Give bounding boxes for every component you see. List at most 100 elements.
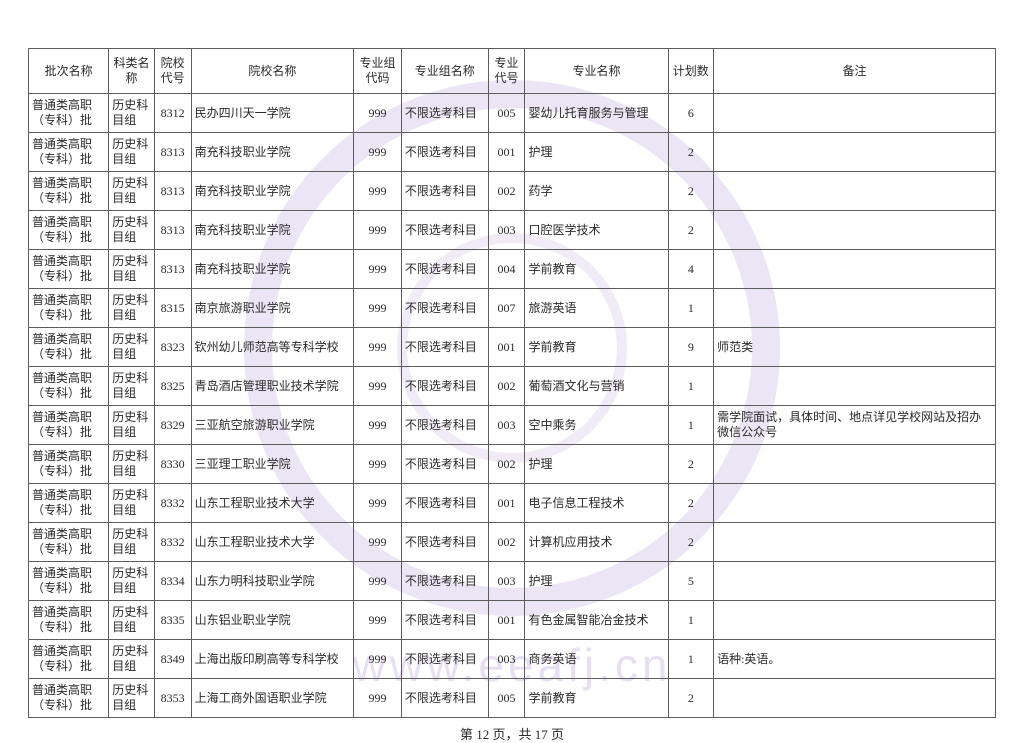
cell-batch: 普通类高职（专科）批 <box>29 640 109 679</box>
cell-batch: 普通类高职（专科）批 <box>29 250 109 289</box>
hdr-plan: 计划数 <box>668 49 714 94</box>
cell-batch: 普通类高职（专科）批 <box>29 133 109 172</box>
cell-plan: 2 <box>668 523 714 562</box>
table-row: 普通类高职（专科）批历史科目组8332山东工程职业技术大学999不限选考科目00… <box>29 484 996 523</box>
cell-group_name: 不限选考科目 <box>401 367 488 406</box>
table-row: 普通类高职（专科）批历史科目组8330三亚理工职业学院999不限选考科目002护… <box>29 445 996 484</box>
cell-group_name: 不限选考科目 <box>401 328 488 367</box>
cell-group_name: 不限选考科目 <box>401 445 488 484</box>
cell-batch: 普通类高职（专科）批 <box>29 523 109 562</box>
cell-school_name: 民办四川天一学院 <box>191 94 354 133</box>
cell-plan: 1 <box>668 367 714 406</box>
cell-plan: 2 <box>668 679 714 718</box>
table-row: 普通类高职（专科）批历史科目组8334山东力明科技职业学院999不限选考科目00… <box>29 562 996 601</box>
cell-major_code: 001 <box>488 484 525 523</box>
cell-plan: 1 <box>668 289 714 328</box>
cell-school_code: 8312 <box>154 94 191 133</box>
hdr-batch: 批次名称 <box>29 49 109 94</box>
cell-major_name: 计算机应用技术 <box>525 523 668 562</box>
cell-plan: 5 <box>668 562 714 601</box>
cell-subject: 历史科目组 <box>109 289 155 328</box>
cell-school_name: 山东工程职业技术大学 <box>191 523 354 562</box>
cell-school_code: 8315 <box>154 289 191 328</box>
cell-subject: 历史科目组 <box>109 367 155 406</box>
cell-plan: 1 <box>668 640 714 679</box>
admissions-table: 批次名称 科类名称 院校代号 院校名称 专业组代码 专业组名称 专业代号 专业名… <box>28 48 996 718</box>
cell-school_code: 8334 <box>154 562 191 601</box>
cell-note <box>714 133 996 172</box>
cell-group_code: 999 <box>354 328 402 367</box>
cell-group_name: 不限选考科目 <box>401 94 488 133</box>
table-row: 普通类高职（专科）批历史科目组8332山东工程职业技术大学999不限选考科目00… <box>29 523 996 562</box>
cell-major_code: 003 <box>488 562 525 601</box>
cell-major_code: 003 <box>488 640 525 679</box>
cell-school_code: 8325 <box>154 367 191 406</box>
table-row: 普通类高职（专科）批历史科目组8312民办四川天一学院999不限选考科目005婴… <box>29 94 996 133</box>
cell-subject: 历史科目组 <box>109 562 155 601</box>
cell-school_code: 8329 <box>154 406 191 445</box>
hdr-school-code: 院校代号 <box>154 49 191 94</box>
cell-note: 语种:英语。 <box>714 640 996 679</box>
cell-school_name: 上海出版印刷高等专科学校 <box>191 640 354 679</box>
table-row: 普通类高职（专科）批历史科目组8313南充科技职业学院999不限选考科目004学… <box>29 250 996 289</box>
cell-school_name: 山东铝业职业学院 <box>191 601 354 640</box>
cell-major_name: 护理 <box>525 133 668 172</box>
cell-major_name: 学前教育 <box>525 679 668 718</box>
cell-note <box>714 679 996 718</box>
cell-note: 师范类 <box>714 328 996 367</box>
cell-school_name: 南充科技职业学院 <box>191 211 354 250</box>
table-row: 普通类高职（专科）批历史科目组8349上海出版印刷高等专科学校999不限选考科目… <box>29 640 996 679</box>
hdr-school-name: 院校名称 <box>191 49 354 94</box>
cell-plan: 1 <box>668 406 714 445</box>
cell-subject: 历史科目组 <box>109 640 155 679</box>
cell-school_name: 三亚理工职业学院 <box>191 445 354 484</box>
cell-group_code: 999 <box>354 367 402 406</box>
cell-group_code: 999 <box>354 172 402 211</box>
cell-school_name: 上海工商外国语职业学院 <box>191 679 354 718</box>
cell-group_code: 999 <box>354 562 402 601</box>
cell-major_code: 002 <box>488 523 525 562</box>
cell-batch: 普通类高职（专科）批 <box>29 601 109 640</box>
cell-group_code: 999 <box>354 445 402 484</box>
cell-group_code: 999 <box>354 250 402 289</box>
cell-school_name: 山东力明科技职业学院 <box>191 562 354 601</box>
cell-group_name: 不限选考科目 <box>401 133 488 172</box>
cell-plan: 6 <box>668 94 714 133</box>
table-row: 普通类高职（专科）批历史科目组8315南京旅游职业学院999不限选考科目007旅… <box>29 289 996 328</box>
cell-note <box>714 445 996 484</box>
cell-plan: 2 <box>668 484 714 523</box>
cell-plan: 4 <box>668 250 714 289</box>
cell-batch: 普通类高职（专科）批 <box>29 94 109 133</box>
cell-subject: 历史科目组 <box>109 484 155 523</box>
cell-subject: 历史科目组 <box>109 601 155 640</box>
cell-school_name: 南充科技职业学院 <box>191 133 354 172</box>
cell-batch: 普通类高职（专科）批 <box>29 484 109 523</box>
cell-major_code: 004 <box>488 250 525 289</box>
cell-subject: 历史科目组 <box>109 406 155 445</box>
cell-major_code: 002 <box>488 445 525 484</box>
cell-subject: 历史科目组 <box>109 445 155 484</box>
cell-major_code: 005 <box>488 94 525 133</box>
cell-batch: 普通类高职（专科）批 <box>29 562 109 601</box>
cell-major_name: 葡萄酒文化与营销 <box>525 367 668 406</box>
cell-group_name: 不限选考科目 <box>401 562 488 601</box>
table-row: 普通类高职（专科）批历史科目组8313南充科技职业学院999不限选考科目003口… <box>29 211 996 250</box>
cell-plan: 9 <box>668 328 714 367</box>
cell-school_name: 钦州幼儿师范高等专科学校 <box>191 328 354 367</box>
cell-batch: 普通类高职（专科）批 <box>29 679 109 718</box>
cell-school_name: 青岛酒店管理职业技术学院 <box>191 367 354 406</box>
table-row: 普通类高职（专科）批历史科目组8329三亚航空旅游职业学院999不限选考科目00… <box>29 406 996 445</box>
cell-school_code: 8313 <box>154 250 191 289</box>
cell-note <box>714 601 996 640</box>
hdr-major-code: 专业代号 <box>488 49 525 94</box>
table-head: 批次名称 科类名称 院校代号 院校名称 专业组代码 专业组名称 专业代号 专业名… <box>29 49 996 94</box>
table-body: 普通类高职（专科）批历史科目组8312民办四川天一学院999不限选考科目005婴… <box>29 94 996 718</box>
cell-group_code: 999 <box>354 640 402 679</box>
cell-note <box>714 172 996 211</box>
cell-major_name: 药学 <box>525 172 668 211</box>
cell-major_code: 001 <box>488 133 525 172</box>
cell-plan: 2 <box>668 445 714 484</box>
cell-batch: 普通类高职（专科）批 <box>29 328 109 367</box>
cell-school_code: 8323 <box>154 328 191 367</box>
cell-major_name: 护理 <box>525 445 668 484</box>
